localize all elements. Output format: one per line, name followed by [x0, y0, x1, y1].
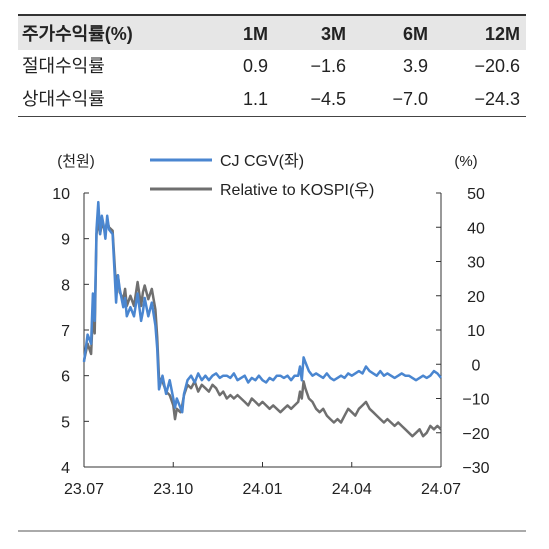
- row-value: −24.3: [474, 89, 520, 109]
- right-tick-label: −20: [462, 426, 489, 443]
- right-axis-unit: (%): [454, 153, 477, 170]
- x-tick-label: 23.07: [64, 481, 104, 498]
- row-value: −20.6: [474, 56, 520, 76]
- right-tick-label: 0: [472, 357, 481, 374]
- header-label: 주가수익률(%): [22, 24, 133, 44]
- table-bottom-rule: [18, 116, 526, 117]
- left-axis-unit: (천원): [57, 153, 95, 170]
- left-tick-label: 8: [61, 277, 70, 294]
- right-tick-label: −10: [462, 392, 489, 409]
- table-row: 절대수익률 0.9 −1.6 3.9 −20.6: [18, 50, 526, 83]
- series-line-cj-cgv: [82, 200, 442, 414]
- right-tick-label: −30: [462, 460, 489, 477]
- table-row: 상대수익률 1.1 −4.5 −7.0 −24.3: [18, 83, 526, 117]
- row-value: 0.9: [242, 56, 268, 76]
- row-label: 절대수익률: [22, 56, 105, 76]
- header-3m: 3M: [320, 24, 346, 44]
- x-tick-label: 24.01: [242, 481, 282, 498]
- left-tick-label: 10: [52, 186, 70, 203]
- row-value: −7.0: [392, 89, 428, 109]
- x-tick-label: 23.10: [153, 481, 193, 498]
- table-top-rule: [18, 14, 526, 16]
- x-tick-label: 24.07: [421, 481, 461, 498]
- right-tick-label: 10: [467, 323, 485, 340]
- header-12m: 12M: [484, 24, 520, 44]
- series-line-relative-kospi: [82, 219, 442, 438]
- returns-table-header: 주가수익률(%) 1M 3M 6M 12M: [18, 14, 526, 50]
- left-tick-label: 6: [61, 369, 70, 386]
- header-6m: 6M: [402, 24, 428, 44]
- right-tick-label: 40: [467, 220, 485, 237]
- row-value: 3.9: [402, 56, 428, 76]
- row-label: 상대수익률: [22, 89, 105, 109]
- row-value: −1.6: [310, 56, 346, 76]
- left-tick-label: 5: [61, 414, 70, 431]
- right-tick-label: 50: [467, 186, 485, 203]
- right-tick-label: 20: [467, 289, 485, 306]
- header-1m: 1M: [242, 24, 268, 44]
- x-tick-label: 24.04: [332, 481, 372, 498]
- returns-table: 주가수익률(%) 1M 3M 6M 12M 절대수익률 0.9 −1.6 3.9…: [18, 14, 526, 117]
- right-tick-label: 30: [467, 255, 485, 272]
- left-tick-label: 9: [61, 232, 70, 249]
- left-tick-label: 7: [61, 323, 70, 340]
- legend-label: CJ CGV(좌): [220, 152, 304, 170]
- legend-label: Relative to KOSPI(우): [220, 182, 374, 199]
- row-value: −4.5: [310, 89, 346, 109]
- left-tick-label: 4: [61, 460, 70, 477]
- row-value: 1.1: [242, 89, 268, 109]
